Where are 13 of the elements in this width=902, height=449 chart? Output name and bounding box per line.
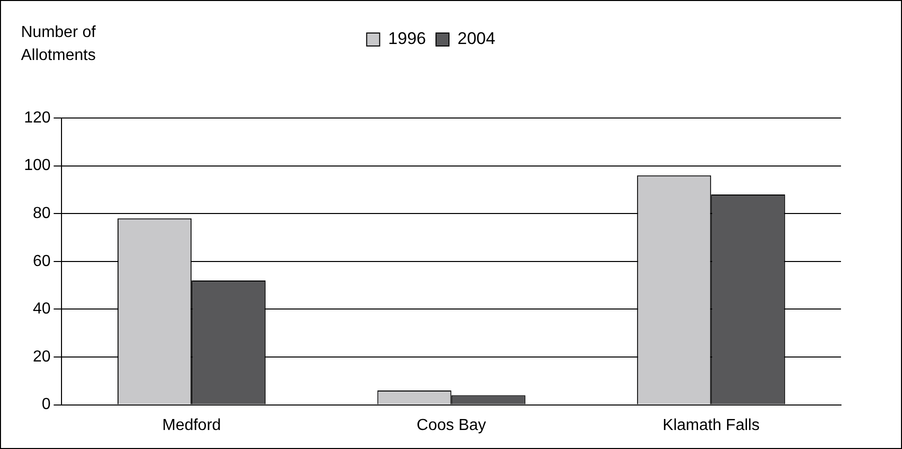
y-tick-label: 60 [32,252,51,270]
y-tick-label: 40 [32,300,51,318]
y-tick-label: 0 [42,396,51,414]
legend-label: 1996 [388,29,426,48]
x-tick-label: Coos Bay [416,416,486,434]
legend-label: 2004 [458,29,496,48]
y-tick-label: 100 [24,157,51,174]
y-tick-label: 20 [32,348,51,366]
y-tick-label: 120 [24,109,51,126]
x-tick-label: Klamath Falls [662,416,760,434]
y-axis-title: Number of Allotments [21,23,97,66]
x-tick-label: Medford [162,416,221,434]
y-tick-label: 80 [32,205,51,222]
